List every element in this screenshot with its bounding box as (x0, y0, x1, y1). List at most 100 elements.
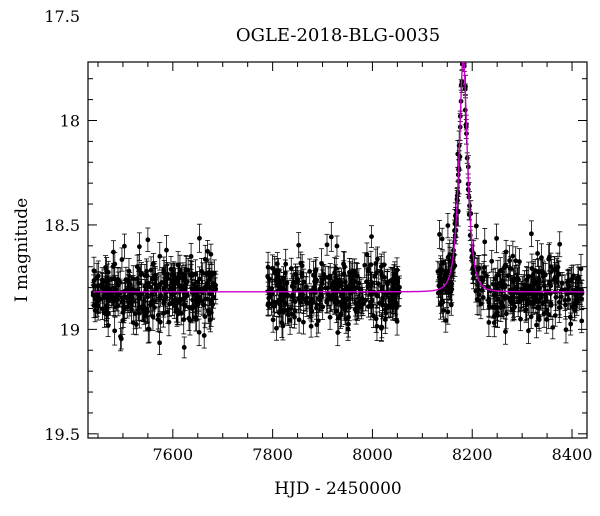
data-marker (188, 318, 193, 323)
data-point (437, 220, 442, 248)
data-marker (321, 272, 326, 277)
data-marker (301, 320, 306, 325)
data-marker (391, 276, 396, 281)
data-marker (335, 289, 340, 294)
data-marker (274, 326, 279, 331)
chart-title: OGLE-2018-BLG-0035 (236, 25, 440, 46)
data-marker (320, 304, 325, 309)
data-marker (149, 268, 154, 273)
data-marker (499, 302, 504, 307)
data-marker (494, 236, 499, 241)
x-tick-label: 7800 (252, 445, 293, 464)
data-marker (273, 277, 278, 282)
data-marker (122, 307, 127, 312)
data-point (122, 234, 127, 258)
data-marker (266, 265, 271, 270)
data-marker (462, 49, 467, 54)
data-point (202, 323, 207, 348)
data-marker (100, 306, 105, 311)
data-point (118, 322, 123, 351)
data-marker (120, 257, 125, 262)
x-tick-label: 7600 (152, 445, 193, 464)
data-marker (197, 236, 202, 241)
data-marker (278, 286, 283, 291)
data-point (489, 251, 494, 272)
data-marker (491, 305, 496, 310)
data-marker (112, 328, 117, 333)
data-point (157, 331, 162, 355)
data-marker (515, 276, 520, 281)
data-marker (209, 252, 214, 257)
data-marker (157, 340, 162, 345)
data-marker (142, 273, 147, 278)
data-marker (194, 296, 199, 301)
data-point (325, 234, 330, 255)
data-marker (335, 244, 340, 249)
data-marker (202, 333, 207, 338)
data-marker (209, 273, 214, 278)
data-point (535, 241, 540, 267)
y-tick-label: 18 (60, 111, 80, 130)
data-point (197, 319, 202, 346)
data-point (486, 308, 491, 336)
data-marker (312, 285, 317, 290)
data-marker (272, 271, 277, 276)
data-marker (172, 298, 177, 303)
data-marker (477, 265, 482, 270)
data-marker (478, 301, 483, 306)
data-marker (317, 298, 322, 303)
data-marker (173, 279, 178, 284)
data-point (462, 40, 467, 64)
data-marker (342, 264, 347, 269)
data-marker (151, 298, 156, 303)
data-marker (526, 328, 531, 333)
data-marker (393, 300, 398, 305)
data-marker (474, 224, 479, 229)
data-marker (534, 323, 539, 328)
data-marker (99, 282, 104, 287)
data-point (145, 228, 150, 252)
data-marker (440, 260, 445, 265)
data-marker (382, 262, 387, 267)
data-marker (307, 269, 312, 274)
data-marker (443, 318, 448, 323)
data-marker (271, 317, 276, 322)
data-marker (134, 322, 139, 327)
data-marker (169, 267, 174, 272)
plot-frame (88, 62, 587, 438)
data-point (182, 337, 187, 358)
data-marker (200, 299, 205, 304)
data-point (342, 252, 347, 281)
data-marker (375, 324, 380, 329)
data-marker (301, 296, 306, 301)
data-marker (329, 294, 334, 299)
data-marker (535, 251, 540, 256)
data-marker (356, 301, 361, 306)
data-marker (361, 302, 366, 307)
data-point (112, 317, 117, 345)
data-marker (379, 325, 384, 330)
data-marker (541, 274, 546, 279)
data-marker (164, 248, 169, 253)
data-marker (181, 317, 186, 322)
data-point (445, 213, 450, 237)
data-marker (437, 232, 442, 237)
data-marker (443, 268, 448, 273)
data-marker (119, 336, 124, 341)
data-marker (265, 274, 270, 279)
data-marker (131, 287, 136, 292)
data-marker (157, 254, 162, 259)
data-marker (480, 288, 485, 293)
data-marker (113, 304, 118, 309)
data-marker (518, 317, 523, 322)
x-axis-label: HJD - 2450000 (274, 479, 402, 499)
data-marker (328, 276, 333, 281)
data-marker (193, 272, 198, 277)
data-marker (539, 255, 544, 260)
data-marker (369, 234, 374, 239)
data-point (334, 236, 339, 256)
data-point (157, 242, 162, 270)
data-point (328, 305, 333, 329)
data-marker (516, 300, 521, 305)
